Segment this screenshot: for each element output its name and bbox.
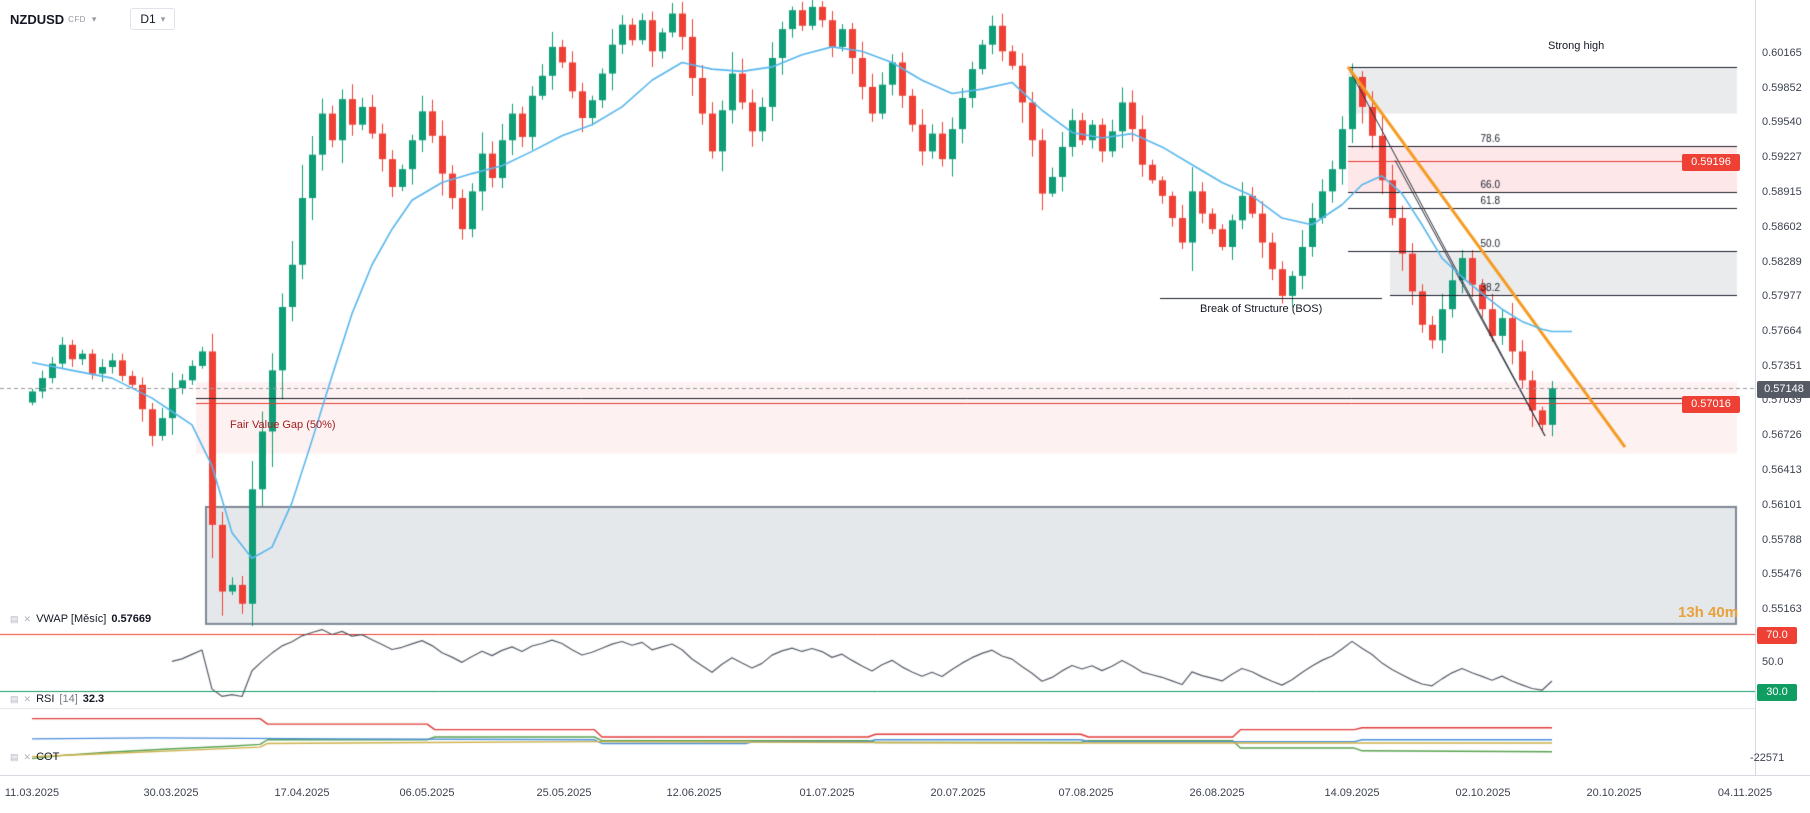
date-axis-label: 04.11.2025	[1717, 787, 1773, 799]
legend-more-icon[interactable]: ▤	[10, 693, 19, 704]
rsi-legend-period: [14]	[59, 693, 78, 705]
date-axis-label: 26.08.2025	[1189, 787, 1245, 799]
symbol-name[interactable]: NZDUSD	[10, 11, 65, 27]
price-axis-label: 0.59852	[1762, 81, 1802, 94]
legend-close-icon[interactable]: ✕	[23, 613, 32, 624]
lower-red-level-badge: 0.57016	[1682, 396, 1740, 413]
legend-more-icon[interactable]: ▤	[10, 613, 19, 624]
price-axis-label: 0.56413	[1762, 464, 1802, 477]
rsi-overbought-badge: 70.0	[1757, 627, 1797, 644]
cot-value-label: -22571	[1750, 752, 1785, 764]
price-axis-label: 0.59540	[1762, 116, 1802, 129]
price-axis-label: 0.55163	[1762, 603, 1802, 615]
price-axis-label: 0.56101	[1762, 498, 1802, 511]
rsi-legend-value: 32.3	[82, 693, 105, 705]
date-axis-label: 02.10.2025	[1455, 787, 1511, 799]
break-of-structure-label: Break of Structure (BOS)	[1200, 303, 1323, 315]
date-axis-label: 17.04.2025	[274, 787, 330, 799]
symbol-type-label: CFD	[68, 14, 86, 24]
timeframe-caret: ▾	[160, 13, 166, 24]
date-axis-label: 07.08.2025	[1058, 787, 1114, 799]
strong-high-label: Strong high	[1548, 40, 1605, 52]
fair-value-gap-label: Fair Value Gap (50%)	[230, 419, 336, 431]
date-axis-label: 20.07.2025	[930, 787, 986, 799]
price-axis-label: 0.58602	[1762, 220, 1802, 233]
date-axis-label: 20.10.2025	[1586, 787, 1642, 799]
price-axis-label: 0.58289	[1762, 255, 1802, 268]
date-axis-label: 01.07.2025	[799, 787, 855, 799]
vwap-legend-value: 0.57669	[111, 613, 152, 625]
date-axis-label: 25.05.2025	[536, 787, 592, 799]
cot-legend: ▤ ✕ COT	[10, 751, 59, 763]
symbol-dropdown-caret[interactable]: ▾	[91, 13, 97, 24]
price-axis-label: 0.57664	[1762, 325, 1802, 337]
rsi-legend: ▤ ✕ RSI [14] 32.3	[10, 693, 104, 705]
vwap-legend-name: VWAP [Měsíc]	[36, 613, 107, 625]
price-axis-label: 0.57351	[1762, 359, 1802, 372]
vwap-legend: ▤ ✕ VWAP [Měsíc] 0.57669	[10, 613, 151, 625]
price-axis-label: 0.57977	[1762, 290, 1802, 303]
legend-close-icon[interactable]: ✕	[23, 693, 32, 704]
price-axis-label: 0.55476	[1762, 568, 1802, 581]
cot-legend-name: COT	[36, 751, 60, 763]
date-axis-label: 11.03.2025	[4, 787, 60, 799]
price-axis-label: 0.58915	[1762, 185, 1802, 198]
timeframe-dropdown[interactable]: D1 ▾	[130, 8, 176, 30]
current-price-badge: 0.57148	[1757, 381, 1810, 398]
upper-red-level-badge: 0.59196	[1682, 154, 1740, 171]
legend-close-icon[interactable]: ✕	[23, 751, 32, 762]
rsi-midline-label: 50.0	[1762, 656, 1784, 668]
price-axis-label: 0.59227	[1762, 151, 1802, 164]
price-axis-label: 0.55788	[1762, 533, 1802, 546]
price-axis-label: 0.56726	[1762, 429, 1802, 442]
timeframe-label: D1	[140, 12, 156, 26]
date-axis-label: 30.03.2025	[143, 787, 199, 799]
time-axis[interactable]: 11.03.2025 30.03.2025 17.04.2025 06.05.2025…	[0, 775, 1810, 813]
price-axis-label: 0.60165	[1762, 47, 1802, 59]
rsi-oversold-badge: 30.0	[1757, 684, 1797, 701]
date-axis-label: 06.05.2025	[399, 787, 455, 799]
date-axis-label: 14.09.2025	[1324, 787, 1380, 799]
bar-close-countdown: 13h 40m	[1678, 604, 1739, 621]
rsi-legend-name: RSI	[36, 693, 55, 705]
date-axis-label: 12.06.2025	[666, 787, 722, 799]
legend-more-icon[interactable]: ▤	[10, 751, 19, 762]
symbol-bar: NZDUSD CFD ▾ D1 ▾	[10, 8, 176, 30]
